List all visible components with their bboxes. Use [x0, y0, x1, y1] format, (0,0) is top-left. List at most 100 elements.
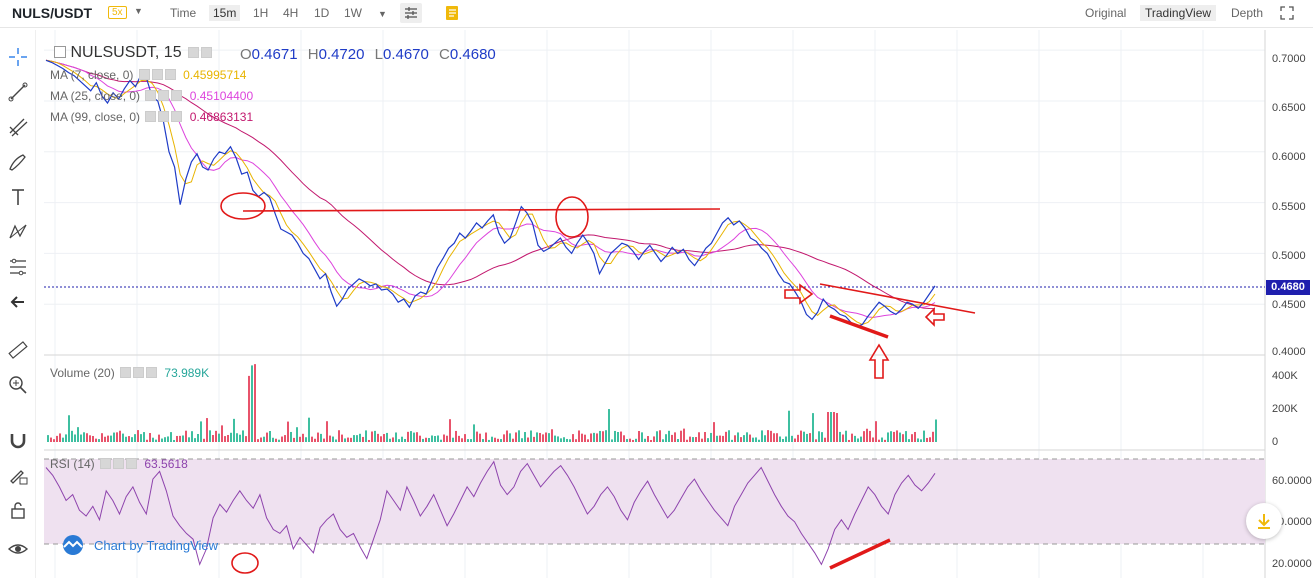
volume-bar	[95, 438, 97, 442]
volume-bar	[656, 431, 658, 442]
text-icon[interactable]	[5, 184, 31, 210]
volume-bar	[185, 430, 187, 442]
pair-dropdown-icon[interactable]: ▼	[134, 6, 143, 16]
volume-bar	[791, 435, 793, 442]
close-icon	[171, 111, 183, 122]
indicator-settings-icon[interactable]	[400, 3, 422, 23]
ruler-icon[interactable]	[5, 337, 31, 363]
volume-bar	[266, 432, 268, 442]
volume-bar	[554, 435, 556, 442]
volume-bar	[395, 432, 397, 442]
volume-bar	[134, 434, 136, 442]
volume-bar	[386, 432, 388, 442]
volume-bar	[842, 434, 844, 442]
lock-draw-icon[interactable]	[5, 462, 31, 488]
annotation-price-lows	[829, 314, 889, 339]
volume-tick: 200K	[1272, 403, 1298, 415]
eye-toggle-icon	[138, 69, 150, 80]
volume-bar	[818, 431, 820, 442]
volume-bar	[605, 430, 607, 442]
zoom-icon[interactable]	[5, 372, 31, 398]
volume-bar	[296, 427, 298, 442]
fib-icon[interactable]	[5, 254, 31, 280]
volume-bar	[668, 430, 670, 442]
ma7-legend[interactable]: MA (7, close, 0) 0.45995714	[50, 68, 247, 82]
brush-icon[interactable]	[5, 149, 31, 175]
volume-bar	[527, 437, 529, 442]
volume-bar	[479, 433, 481, 442]
volume-bar	[647, 436, 649, 442]
volume-bar	[683, 428, 685, 442]
volume-bar	[734, 435, 736, 442]
ma99-legend[interactable]: MA (99, close, 0) 0.46863131	[50, 110, 254, 124]
volume-bar	[452, 437, 454, 442]
volume-bar	[125, 436, 127, 442]
interval-15m[interactable]: 15m	[209, 5, 241, 21]
time-button[interactable]: Time	[170, 6, 197, 20]
volume-bar	[587, 439, 589, 442]
view-original[interactable]: Original	[1085, 6, 1127, 20]
volume-legend[interactable]: Volume (20) 73.989K	[50, 366, 210, 380]
view-depth[interactable]: Depth	[1231, 6, 1264, 20]
fullscreen-icon[interactable]	[1276, 3, 1298, 23]
pitchfork-icon[interactable]	[5, 114, 31, 140]
volume-bar	[839, 431, 841, 442]
volume-bar	[209, 430, 211, 442]
volume-bar	[551, 429, 553, 442]
volume-bar	[287, 421, 289, 442]
volume-bar	[257, 439, 259, 442]
volume-bar	[200, 421, 202, 442]
trend-line-icon[interactable]	[5, 79, 31, 105]
volume-bar	[461, 438, 463, 442]
crosshair-icon[interactable]	[5, 44, 31, 70]
volume-bar	[749, 434, 751, 442]
volume-bar	[233, 418, 235, 442]
interval-1d[interactable]: 1D	[314, 6, 330, 20]
volume-bar	[239, 434, 241, 442]
volume-bar	[566, 438, 568, 442]
volume-bar	[110, 435, 112, 442]
volume-bar	[569, 439, 571, 442]
volume-bar	[407, 431, 409, 442]
volume-bar	[218, 433, 220, 442]
volume-bar	[464, 434, 466, 442]
pair-title[interactable]: NULS/USDT	[12, 5, 93, 21]
pattern-icon[interactable]	[5, 219, 31, 245]
rsi-legend[interactable]: RSI (14) 63.5618	[50, 457, 188, 471]
volume-bar	[449, 419, 451, 442]
volume-bar	[107, 435, 109, 442]
volume-bar	[740, 437, 742, 442]
interval-1w[interactable]: 1W	[344, 6, 362, 20]
lock-icon[interactable]	[5, 497, 31, 523]
volume-bar	[167, 436, 169, 442]
volume-bar	[770, 430, 772, 442]
magnet-icon[interactable]	[5, 427, 31, 453]
volume-bar	[509, 433, 511, 442]
tradingview-credit[interactable]: Chart by TradingView	[58, 535, 218, 555]
interval-1h[interactable]: 1H	[253, 6, 269, 20]
volume-bar	[806, 433, 808, 442]
download-button[interactable]	[1246, 503, 1282, 539]
eye-icon[interactable]	[5, 536, 31, 562]
volume-bar	[470, 439, 472, 442]
volume-bar	[557, 436, 559, 442]
more-intervals-icon[interactable]: ▼	[378, 9, 387, 19]
volume-bar	[626, 439, 628, 442]
volume-bar	[308, 417, 310, 442]
volume-bar	[617, 432, 619, 442]
annotation-rsi-lows	[829, 538, 891, 570]
interval-4h[interactable]: 4H	[283, 6, 299, 20]
ma25-legend[interactable]: MA (25, close, 0) 0.45104400	[50, 89, 254, 103]
back-arrow-icon[interactable]	[5, 289, 31, 315]
view-tradingview[interactable]: TradingView	[1140, 5, 1217, 21]
notes-icon[interactable]	[441, 3, 463, 23]
volume-bar	[227, 434, 229, 442]
volume-bar	[92, 435, 94, 442]
volume-bar	[149, 433, 151, 442]
volume-bar	[116, 432, 118, 442]
volume-bar	[923, 430, 925, 442]
volume-bar	[137, 430, 139, 442]
volume-bar	[80, 434, 82, 442]
volume-bar	[311, 436, 313, 442]
